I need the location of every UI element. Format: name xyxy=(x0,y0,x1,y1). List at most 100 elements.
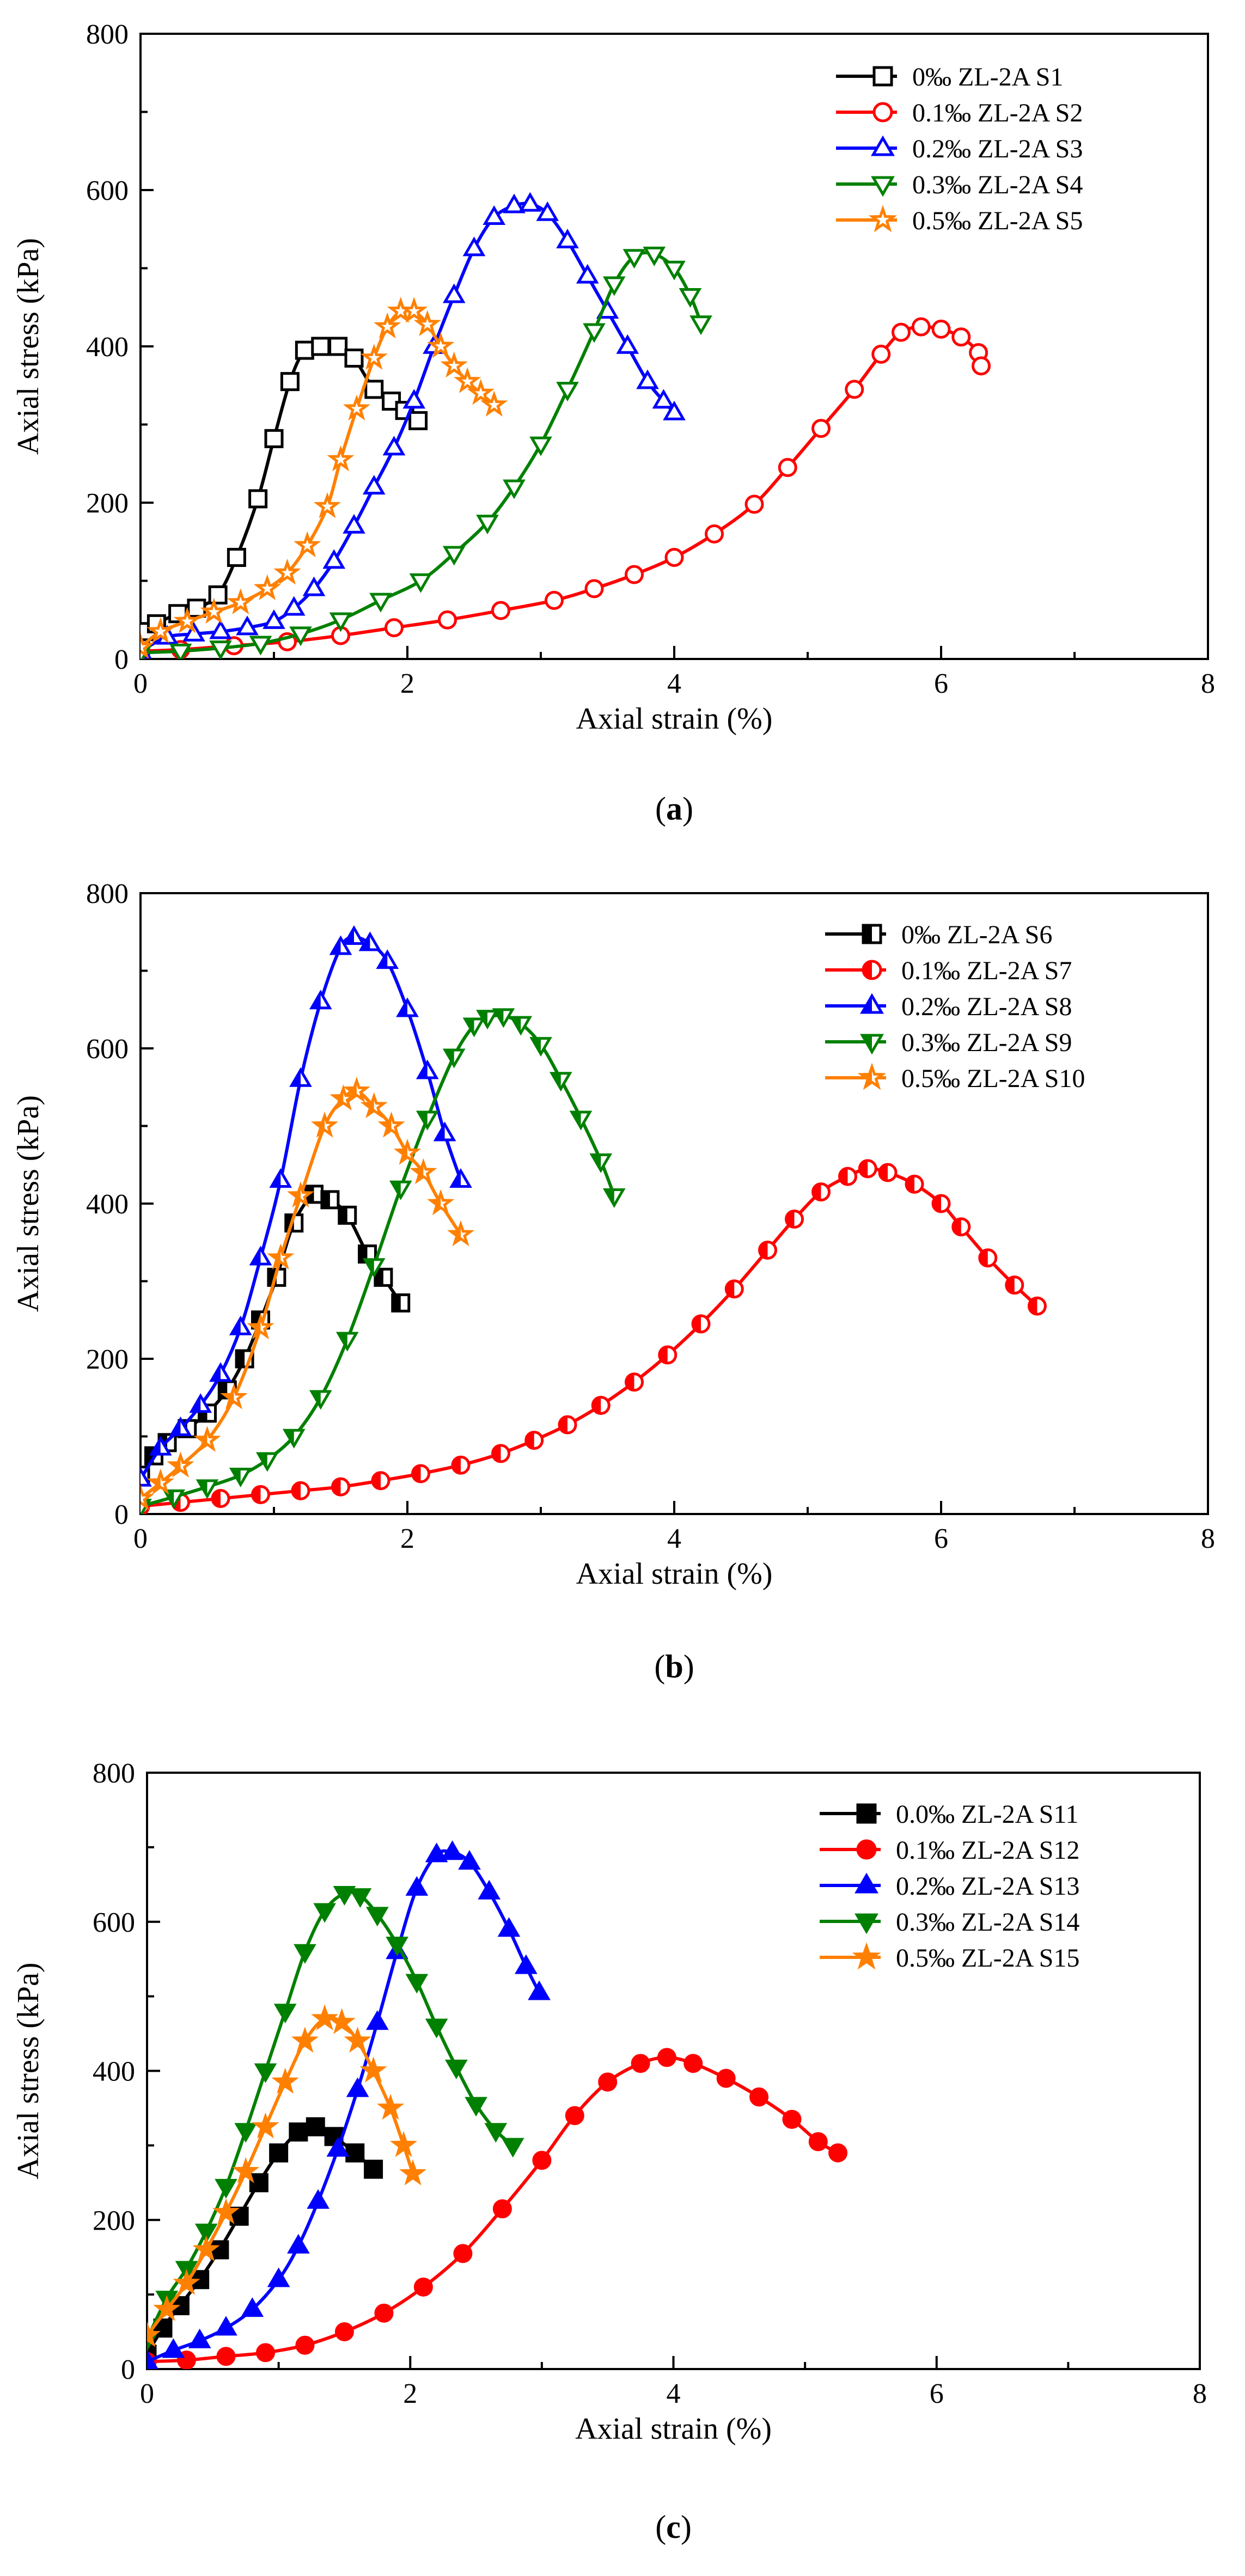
data-point xyxy=(679,288,702,308)
legend-label: 0‰ ZL-2A S6 xyxy=(901,920,1052,949)
data-point xyxy=(749,2087,769,2107)
data-point xyxy=(311,1112,339,1138)
data-point xyxy=(413,310,441,337)
y-tick-label: 200 xyxy=(86,1344,129,1375)
data-point xyxy=(294,1944,316,1964)
data-point xyxy=(389,1180,412,1200)
data-point xyxy=(147,1468,174,1495)
y-tick-label: 0 xyxy=(114,644,129,675)
data-point xyxy=(169,1417,192,1436)
data-point xyxy=(247,1313,274,1340)
series-4 xyxy=(141,1077,475,1510)
data-point xyxy=(636,369,659,389)
data-point xyxy=(263,609,285,629)
data-point xyxy=(808,2132,828,2152)
data-point xyxy=(227,547,246,567)
data-point xyxy=(616,334,639,354)
x-tick-label: 6 xyxy=(934,1523,948,1554)
data-point xyxy=(664,547,684,567)
data-point xyxy=(480,390,508,417)
series-line xyxy=(141,308,496,649)
y-tick-label: 600 xyxy=(93,1907,135,1938)
x-axis-title: Axial strain (%) xyxy=(576,702,773,736)
data-point xyxy=(931,1194,951,1213)
data-point xyxy=(683,2054,703,2073)
data-point xyxy=(249,1246,272,1266)
x-tick-label: 4 xyxy=(667,668,681,699)
data-point xyxy=(408,411,428,430)
data-point xyxy=(329,612,352,632)
x-tick-label: 8 xyxy=(1193,2378,1207,2409)
legend-marker xyxy=(871,135,895,156)
caption-letter: b xyxy=(665,1649,683,1684)
series-line xyxy=(147,2016,414,2337)
data-point xyxy=(344,349,364,368)
data-point xyxy=(405,1876,429,1896)
data-point xyxy=(232,2157,260,2183)
legend-marker xyxy=(857,1063,887,1090)
data-point xyxy=(931,319,951,339)
data-point xyxy=(311,337,331,356)
series-2 xyxy=(141,925,472,1487)
data-point xyxy=(364,2159,383,2179)
data-point xyxy=(234,2123,258,2143)
data-point xyxy=(364,380,384,399)
data-point xyxy=(509,1016,533,1036)
data-point xyxy=(838,1167,857,1186)
data-point xyxy=(328,2008,356,2034)
data-point xyxy=(631,2054,650,2073)
data-point xyxy=(462,236,486,257)
legend-item: 0.1‰ ZL-2A S7 xyxy=(825,956,1072,985)
data-point xyxy=(286,1181,315,1208)
data-point xyxy=(744,495,764,514)
data-point xyxy=(758,1241,777,1260)
data-point xyxy=(322,549,346,569)
x-tick-label: 4 xyxy=(667,2378,681,2409)
data-point xyxy=(652,389,675,409)
series-1 xyxy=(147,2048,848,2369)
data-point xyxy=(545,590,564,610)
legend: 0‰ ZL-2A S1 0.1‰ ZL-2A S2 0.2‰ ZL-2A S3 0.3… xyxy=(836,63,1083,235)
data-point xyxy=(302,576,326,596)
data-point xyxy=(212,2198,240,2224)
data-point xyxy=(329,935,352,955)
data-point xyxy=(871,344,891,364)
data-point xyxy=(273,558,301,585)
data-point xyxy=(663,400,686,420)
y-tick-label: 800 xyxy=(86,19,129,50)
data-point xyxy=(162,1489,186,1509)
data-point xyxy=(497,1917,521,1937)
data-point xyxy=(291,1481,310,1500)
legend-label: 0.3‰ ZL-2A S9 xyxy=(901,1028,1072,1057)
data-point xyxy=(416,1059,439,1079)
data-point xyxy=(343,394,370,421)
x-tick-label: 2 xyxy=(400,1523,414,1554)
data-point xyxy=(167,1451,194,1478)
data-point xyxy=(556,382,579,402)
data-point xyxy=(391,1293,411,1313)
series-0 xyxy=(141,1185,411,1485)
data-point xyxy=(377,1112,405,1138)
data-point xyxy=(269,2143,289,2163)
legend: 0‰ ZL-2A S6 0.1‰ ZL-2A S7 0.2‰ ZL-2A S8 0.3… xyxy=(825,920,1085,1093)
data-point xyxy=(313,492,341,518)
data-point xyxy=(343,925,365,945)
legend-item: 0.3‰ ZL-2A S9 xyxy=(825,1028,1072,1057)
data-point xyxy=(454,367,481,393)
data-point xyxy=(376,2093,405,2120)
data-point xyxy=(208,585,228,605)
data-point xyxy=(306,2117,325,2137)
x-tick-label: 8 xyxy=(1201,1523,1215,1554)
data-point xyxy=(253,574,281,601)
data-point xyxy=(169,643,192,659)
data-point xyxy=(442,283,466,303)
data-point xyxy=(589,1153,613,1173)
data-point xyxy=(374,2303,394,2323)
data-point xyxy=(374,312,401,339)
y-tick-label: 0 xyxy=(114,1499,129,1530)
y-axis-title: Axial stress (kPa) xyxy=(11,1962,45,2179)
data-point xyxy=(362,1258,386,1278)
y-tick-label: 200 xyxy=(86,488,129,519)
data-point xyxy=(360,344,388,370)
